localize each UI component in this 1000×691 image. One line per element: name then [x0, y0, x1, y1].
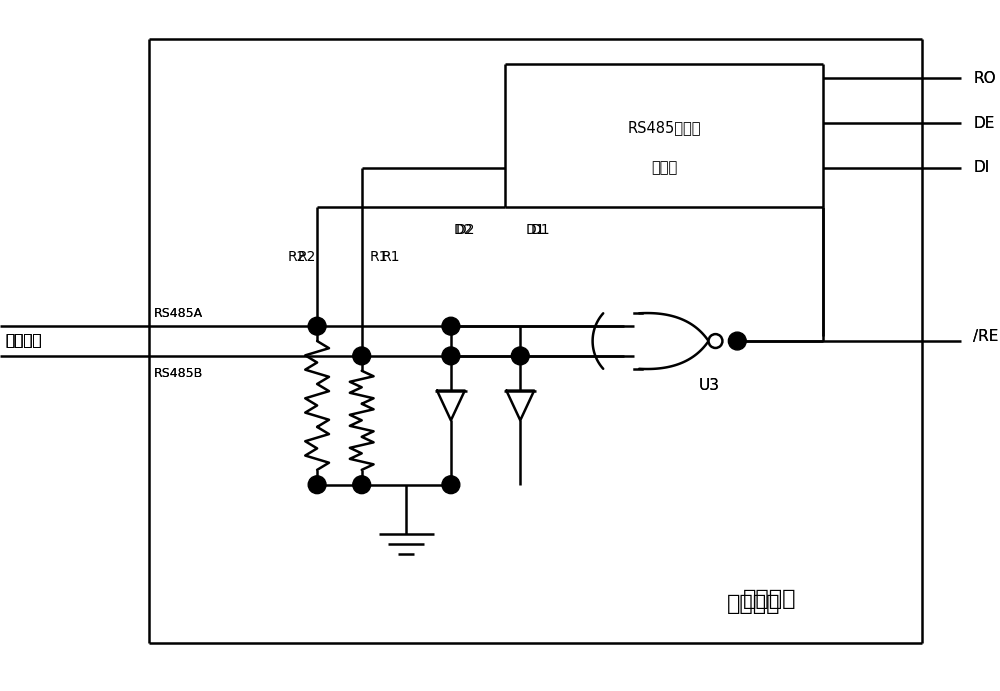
Text: DI: DI — [973, 160, 989, 175]
Text: 接起爆器: 接起爆器 — [5, 334, 41, 348]
Text: D2: D2 — [456, 223, 475, 237]
Text: /RE: /RE — [973, 329, 999, 343]
Text: U3: U3 — [699, 378, 720, 393]
Circle shape — [511, 347, 529, 365]
Text: R2: R2 — [287, 250, 306, 264]
Circle shape — [353, 476, 371, 493]
Circle shape — [442, 476, 460, 493]
Text: D1: D1 — [530, 223, 550, 237]
Circle shape — [353, 347, 371, 365]
Text: RS485B: RS485B — [154, 367, 203, 380]
Text: D1: D1 — [525, 223, 545, 237]
Text: 接起爆器: 接起爆器 — [5, 334, 41, 348]
Text: DE: DE — [973, 115, 995, 131]
Text: RS485A: RS485A — [154, 307, 203, 320]
Text: U3: U3 — [699, 378, 720, 393]
Text: R1: R1 — [382, 250, 400, 264]
Text: D2: D2 — [454, 223, 473, 237]
Circle shape — [728, 332, 746, 350]
Circle shape — [308, 476, 326, 493]
Circle shape — [308, 317, 326, 335]
Text: DE: DE — [973, 115, 995, 131]
Text: /RE: /RE — [973, 329, 999, 343]
Text: RO: RO — [973, 71, 996, 86]
Circle shape — [442, 347, 460, 365]
Circle shape — [442, 317, 460, 335]
Text: RS485协议转: RS485协议转 — [627, 120, 701, 135]
Text: DI: DI — [973, 160, 989, 175]
Text: 接口电路: 接口电路 — [726, 594, 780, 614]
Text: RS485B: RS485B — [154, 367, 203, 380]
Text: 换芯片: 换芯片 — [651, 160, 677, 175]
Text: RO: RO — [973, 71, 996, 86]
Text: R1: R1 — [370, 250, 388, 264]
Text: 接起爆器: 接起爆器 — [5, 334, 41, 348]
Text: 接口电路: 接口电路 — [743, 589, 797, 609]
Text: RS485A: RS485A — [154, 307, 203, 320]
Circle shape — [709, 334, 722, 348]
Text: R2: R2 — [297, 250, 316, 264]
